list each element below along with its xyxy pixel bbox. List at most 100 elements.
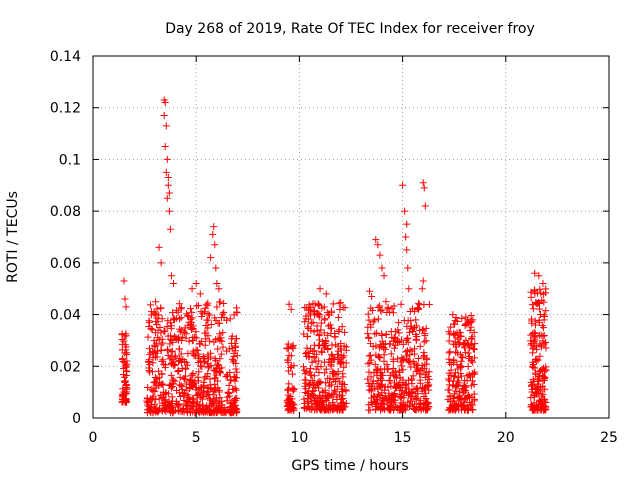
data-point [209, 230, 217, 238]
data-point [367, 304, 375, 312]
data-point [160, 111, 168, 119]
data-point [449, 382, 457, 390]
data-point [146, 301, 154, 309]
data-point [284, 367, 292, 375]
data-point [320, 303, 328, 311]
data-point [174, 308, 182, 316]
data-point [412, 392, 420, 400]
data-point [376, 251, 384, 259]
data-point [191, 352, 199, 360]
data-point [538, 366, 546, 374]
data-point [403, 347, 411, 355]
data-point [168, 406, 176, 414]
data-point [326, 374, 334, 382]
data-point [448, 404, 456, 412]
data-point [179, 355, 187, 363]
data-point [342, 346, 350, 354]
data-point [212, 406, 219, 414]
data-point [172, 315, 180, 323]
data-point [445, 355, 453, 363]
data-point [365, 352, 373, 360]
data-point [147, 325, 155, 333]
data-point [462, 336, 470, 344]
data-point [204, 299, 212, 307]
data-point [213, 303, 221, 311]
data-point [307, 309, 315, 317]
data-point [374, 390, 382, 398]
data-point [376, 382, 384, 390]
data-point [216, 298, 224, 306]
data-point [373, 329, 381, 337]
data-point [288, 384, 296, 392]
data-point [175, 345, 183, 353]
data-point [198, 363, 206, 371]
data-point [166, 340, 174, 348]
data-point [399, 401, 407, 409]
data-point [533, 384, 541, 392]
data-point [458, 314, 466, 322]
data-point [193, 391, 201, 399]
data-point [409, 358, 417, 366]
data-point [287, 363, 295, 371]
data-point [120, 373, 128, 381]
data-point [425, 300, 433, 308]
data-point [461, 377, 469, 385]
data-point [290, 406, 298, 414]
data-point [539, 337, 547, 345]
data-point [184, 312, 192, 320]
data-point [301, 376, 309, 384]
data-point [380, 357, 388, 365]
data-point [157, 304, 165, 312]
data-point [289, 341, 297, 349]
y-axis-label: ROTI / TECUs [5, 191, 21, 283]
data-point [164, 174, 172, 182]
data-point [334, 314, 342, 322]
data-point [421, 374, 429, 382]
x-tick-label: 0 [89, 430, 98, 446]
data-point [536, 285, 544, 293]
data-point [341, 328, 349, 336]
data-point [366, 406, 374, 414]
y-tick-label: 0.08 [50, 204, 81, 220]
data-point [188, 308, 196, 316]
data-point [146, 361, 154, 369]
data-point [313, 309, 321, 317]
data-point [378, 337, 386, 345]
data-point [378, 264, 386, 272]
data-point [328, 406, 336, 414]
data-point [213, 280, 221, 288]
data-point [534, 356, 542, 364]
data-point [152, 310, 160, 318]
data-point [421, 330, 429, 338]
data-point [529, 363, 537, 371]
data-point [123, 351, 131, 359]
data-point [421, 399, 429, 407]
data-point [466, 401, 474, 409]
data-point [216, 355, 224, 363]
data-point [202, 329, 210, 337]
data-point [216, 368, 224, 376]
data-point [185, 337, 193, 345]
data-point [201, 341, 209, 349]
data-point [529, 345, 537, 353]
data-point [194, 390, 202, 398]
data-point [445, 381, 453, 389]
data-point [380, 272, 388, 280]
data-point [168, 359, 176, 367]
chart-title: Day 268 of 2019, Rate Of TEC Index for r… [165, 21, 535, 37]
data-point [419, 277, 427, 285]
data-point [153, 404, 161, 412]
data-point [214, 398, 222, 406]
data-point [118, 355, 126, 363]
data-point [404, 317, 412, 325]
data-point [414, 354, 422, 362]
data-point [300, 404, 308, 412]
data-point [333, 393, 341, 401]
data-point [157, 259, 165, 267]
data-point [455, 392, 463, 400]
data-point [158, 370, 166, 378]
data-point [340, 342, 348, 350]
data-point [317, 326, 325, 334]
data-point [338, 388, 346, 396]
